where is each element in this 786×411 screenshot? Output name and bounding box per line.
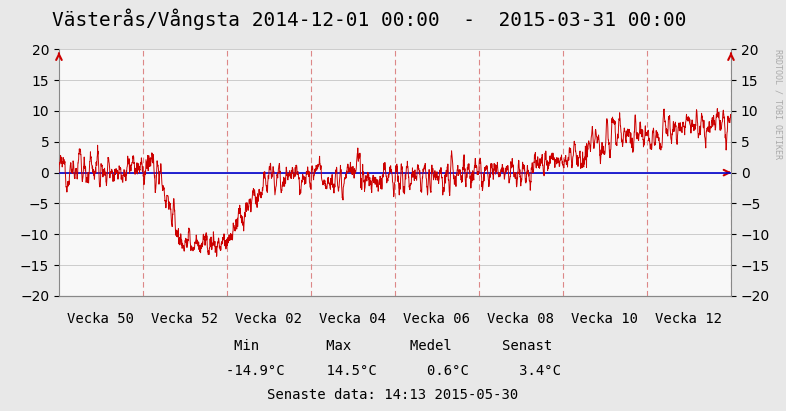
Text: Vecka 52: Vecka 52 [152, 312, 219, 326]
Text: Senaste data: 14:13 2015-05-30: Senaste data: 14:13 2015-05-30 [267, 388, 519, 402]
Text: Vecka 02: Vecka 02 [236, 312, 303, 326]
Text: Vecka 12: Vecka 12 [656, 312, 722, 326]
Text: -14.9°C     14.5°C      0.6°C      3.4°C: -14.9°C 14.5°C 0.6°C 3.4°C [226, 364, 560, 378]
Text: Vecka 50: Vecka 50 [68, 312, 134, 326]
Text: Vecka 10: Vecka 10 [571, 312, 638, 326]
Text: Vecka 08: Vecka 08 [487, 312, 554, 326]
Text: Vecka 04: Vecka 04 [319, 312, 387, 326]
Text: Vecka 06: Vecka 06 [403, 312, 471, 326]
Text: Min        Max       Medel      Senast: Min Max Medel Senast [234, 339, 552, 353]
Text: RRDTOOL / TOBI OETIKER: RRDTOOL / TOBI OETIKER [773, 49, 782, 159]
Text: Västerås/Vångsta 2014-12-01 00:00  -  2015-03-31 00:00: Västerås/Vångsta 2014-12-01 00:00 - 2015… [52, 8, 687, 30]
